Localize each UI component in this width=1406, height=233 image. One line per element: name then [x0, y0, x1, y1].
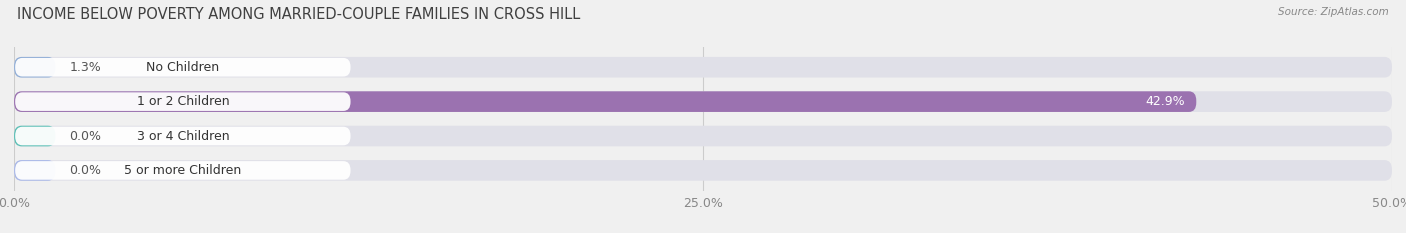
- Text: 0.0%: 0.0%: [69, 130, 101, 143]
- Text: No Children: No Children: [146, 61, 219, 74]
- Text: 3 or 4 Children: 3 or 4 Children: [136, 130, 229, 143]
- FancyBboxPatch shape: [14, 57, 1392, 78]
- Text: 0.0%: 0.0%: [69, 164, 101, 177]
- FancyBboxPatch shape: [14, 126, 55, 146]
- Text: 1.3%: 1.3%: [69, 61, 101, 74]
- Text: 42.9%: 42.9%: [1146, 95, 1185, 108]
- FancyBboxPatch shape: [15, 58, 350, 76]
- FancyBboxPatch shape: [14, 126, 1392, 146]
- Text: INCOME BELOW POVERTY AMONG MARRIED-COUPLE FAMILIES IN CROSS HILL: INCOME BELOW POVERTY AMONG MARRIED-COUPL…: [17, 7, 581, 22]
- Text: 1 or 2 Children: 1 or 2 Children: [136, 95, 229, 108]
- FancyBboxPatch shape: [15, 127, 350, 145]
- FancyBboxPatch shape: [14, 57, 55, 78]
- FancyBboxPatch shape: [14, 91, 1197, 112]
- FancyBboxPatch shape: [15, 161, 350, 180]
- FancyBboxPatch shape: [14, 91, 1392, 112]
- FancyBboxPatch shape: [14, 160, 1392, 181]
- Text: Source: ZipAtlas.com: Source: ZipAtlas.com: [1278, 7, 1389, 17]
- FancyBboxPatch shape: [15, 92, 350, 111]
- FancyBboxPatch shape: [14, 160, 55, 181]
- Text: 5 or more Children: 5 or more Children: [124, 164, 242, 177]
